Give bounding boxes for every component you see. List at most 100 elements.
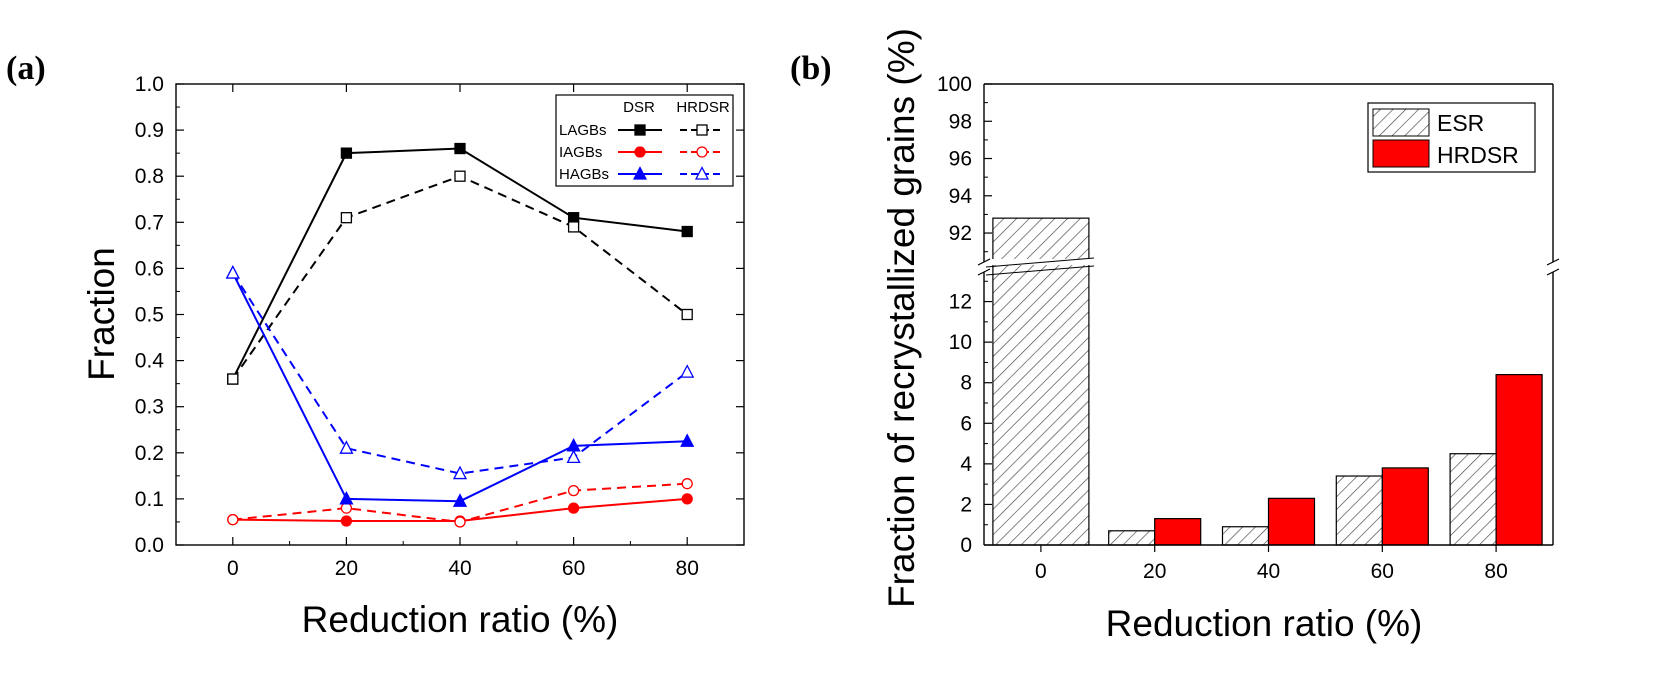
y-tick-label: 0.8 [135, 165, 164, 188]
y-tick-label: 0.1 [135, 488, 164, 511]
x-tick-label: 60 [1371, 560, 1394, 583]
bar-hrdsr-80 [1495, 374, 1543, 546]
legend-marker-sample [696, 124, 708, 136]
legend-label-esr: ESR [1437, 110, 1484, 136]
data-point [340, 515, 353, 527]
data-point [339, 490, 354, 505]
panel-b-legend: ESR HRDSR [1367, 102, 1536, 173]
legend-marker-sample [634, 124, 646, 136]
y-tick-label: 0.7 [135, 211, 164, 234]
data-point [680, 364, 695, 378]
y-tick-label: 6 [960, 412, 972, 435]
panel-b-bars [992, 217, 1543, 546]
bar-hrdsr-40 [1267, 497, 1316, 546]
data-point [454, 170, 466, 182]
series-line [231, 175, 688, 380]
series-line [231, 272, 688, 475]
data-point [566, 449, 581, 464]
legend-header-dsr: DSR [623, 99, 655, 116]
y-tick-label: 8 [960, 372, 972, 395]
panel-b-x-tick-labels: 0 20 40 60 80 [1035, 560, 1508, 583]
y-tick-label: 0.3 [135, 396, 164, 419]
series-iagbs-hrdsr [227, 478, 693, 528]
x-tick-label: 40 [448, 557, 471, 580]
y-tick-label: 0.9 [135, 119, 164, 142]
y-tick-label: 4 [960, 453, 972, 476]
data-point [567, 221, 580, 233]
panel-b-y-tick-labels: 0 2 4 6 8 10 12 92 94 96 98 100 [937, 73, 972, 557]
data-point [567, 212, 580, 224]
legend-swatch-hrdsr [1372, 139, 1430, 168]
panel-a-x-tick-labels: 0 20 40 60 80 [227, 557, 699, 580]
x-tick-label: 20 [335, 557, 358, 580]
bar-esr-80 [1449, 453, 1497, 546]
data-point [227, 373, 239, 385]
data-point [454, 516, 466, 528]
panel-a-plot-frame [175, 83, 745, 546]
x-tick-label: 80 [676, 557, 699, 580]
data-point [340, 502, 353, 514]
bar-esr-20 [1108, 530, 1156, 546]
legend-marker-sample [696, 146, 708, 158]
panel-a-legend-samples [618, 124, 724, 180]
y-tick-label: 98 [949, 110, 972, 133]
legend-row-lagbs: LAGBs [559, 122, 607, 139]
y-tick-label: 94 [949, 185, 973, 208]
data-point [340, 147, 353, 159]
axis-break-slash [1546, 258, 1560, 266]
data-point [227, 513, 239, 526]
y-tick-label: 10 [949, 331, 972, 354]
panel-a-legend: DSR HRDSR LAGBs IAGBs HAGBs [555, 94, 734, 187]
panel-a-y-axis-title: Fraction [81, 247, 122, 381]
x-tick-label: 0 [227, 557, 239, 580]
series-lagbs-hrdsr [227, 170, 693, 385]
x-tick-label: 60 [562, 557, 585, 580]
data-point [339, 440, 354, 454]
data-point [680, 433, 695, 447]
y-tick-label: 100 [937, 73, 972, 96]
axis-break-gap [986, 259, 1553, 265]
x-tick-label: 20 [1143, 560, 1166, 583]
panel-a-series [225, 142, 695, 528]
panel-a-label: (a) [6, 50, 46, 87]
bar-hrdsr-20 [1154, 518, 1202, 546]
panel-a-line-chart: (a) 0.0 0.1 0.2 0.3 0.4 0.5 0.6 0.7 0.8 0.9 1.0 0 2… [6, 50, 745, 640]
data-point [681, 493, 693, 505]
panel-b-x-axis-title: Reduction ratio (%) [1106, 603, 1423, 644]
data-point [225, 265, 240, 279]
panel-b-axis-ticks [984, 83, 1497, 552]
legend-marker-sample [634, 146, 646, 158]
data-point [681, 478, 693, 490]
y-tick-label: 2 [960, 493, 972, 516]
legend-row-hagbs: HAGBs [559, 166, 609, 183]
data-point [681, 308, 693, 321]
bar-esr-60 [1335, 475, 1383, 546]
panel-b-bar-chart: (b) 0 2 4 6 8 10 12 92 94 96 98 100 0 20 40 60 80 Reduc… [790, 28, 1560, 644]
axis-break-slash [977, 258, 991, 266]
data-point [567, 484, 580, 497]
y-tick-label: 12 [949, 291, 972, 314]
legend-marker-sample [632, 166, 648, 180]
y-tick-label: 0.2 [135, 442, 164, 465]
data-point [454, 142, 466, 155]
y-tick-label: 1.0 [135, 73, 164, 96]
data-point [567, 502, 580, 514]
axis-break-slash [1546, 268, 1560, 276]
panel-a-x-axis-title: Reduction ratio (%) [302, 599, 619, 640]
series-hagbs-hrdsr [225, 265, 695, 480]
y-tick-label: 96 [949, 148, 972, 171]
y-tick-label: 92 [949, 222, 972, 245]
data-point [452, 465, 468, 480]
x-tick-label: 0 [1035, 560, 1047, 583]
x-tick-label: 80 [1484, 560, 1507, 583]
legend-header-hrdsr: HRDSR [676, 99, 730, 116]
y-tick-label: 0.5 [135, 304, 164, 327]
legend-marker-sample [694, 166, 710, 180]
axis-break-mark [985, 265, 1095, 276]
panel-b-label: (b) [790, 50, 832, 87]
data-point [340, 212, 353, 224]
legend-row-iagbs: IAGBs [559, 144, 602, 161]
data-point [452, 493, 468, 507]
axis-break-slash [977, 268, 991, 276]
